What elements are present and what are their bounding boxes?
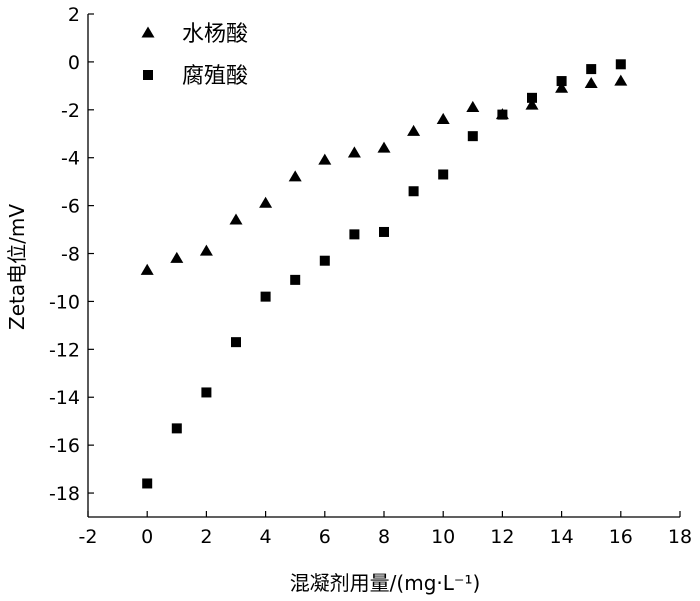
square-point bbox=[260, 291, 271, 302]
triangle-point bbox=[347, 146, 361, 158]
y-tick-label: -10 bbox=[49, 291, 80, 313]
triangle-point bbox=[199, 244, 213, 256]
square-point bbox=[319, 255, 330, 266]
square-point bbox=[408, 186, 419, 197]
square-point bbox=[290, 274, 301, 285]
triangle-point bbox=[436, 112, 450, 124]
y-ticks: 2 0 -2 -4 -6 -8 -10 -12 -14 -16 -18 bbox=[49, 4, 94, 505]
y-axis-title: Zeta电位/mV bbox=[5, 204, 29, 330]
x-tick-label: 10 bbox=[431, 526, 455, 548]
triangle-point bbox=[259, 196, 273, 208]
y-tick-label: -4 bbox=[61, 148, 80, 170]
square-point bbox=[586, 64, 597, 75]
x-tick-label: 6 bbox=[319, 526, 331, 548]
triangle-point bbox=[525, 98, 539, 110]
legend-marker-1 bbox=[141, 26, 155, 38]
triangle-point bbox=[170, 251, 184, 263]
y-tick-label: -8 bbox=[61, 244, 80, 266]
legend-label-1: 水杨酸 bbox=[182, 22, 248, 47]
y-tick-label: 2 bbox=[68, 4, 80, 26]
triangle-point bbox=[407, 124, 421, 136]
legend-label-2: 腐殖酸 bbox=[182, 64, 248, 89]
square-point bbox=[527, 92, 537, 103]
x-tick-label: 8 bbox=[378, 526, 390, 548]
triangle-point bbox=[288, 170, 302, 182]
square-point bbox=[497, 109, 508, 120]
x-tick-label: 14 bbox=[550, 526, 574, 548]
data-points bbox=[140, 59, 628, 489]
square-point bbox=[467, 131, 478, 142]
y-tick-label: -14 bbox=[49, 387, 80, 409]
y-tick-label: 0 bbox=[68, 52, 80, 74]
triangle-point bbox=[318, 153, 332, 165]
x-tick-label: -2 bbox=[79, 526, 98, 548]
x-tick-label: 12 bbox=[490, 526, 514, 548]
square-point bbox=[556, 76, 567, 87]
y-tick-label: -2 bbox=[61, 100, 80, 122]
x-tick-label: 18 bbox=[668, 526, 692, 548]
x-tick-label: 2 bbox=[200, 526, 212, 548]
square-point bbox=[615, 59, 626, 70]
triangle-point bbox=[584, 76, 598, 89]
square-point bbox=[201, 387, 212, 398]
y-tick-label: -6 bbox=[61, 196, 80, 218]
x-tick-label: 16 bbox=[609, 526, 633, 548]
square-point bbox=[349, 229, 360, 240]
triangle-point bbox=[140, 263, 154, 275]
triangle-point bbox=[555, 81, 569, 93]
square-point bbox=[379, 226, 389, 237]
x-tick-label: 4 bbox=[260, 526, 272, 548]
legend-marker-2 bbox=[143, 70, 153, 80]
triangle-point bbox=[614, 74, 628, 86]
y-tick-label: -16 bbox=[49, 435, 80, 457]
triangle-point bbox=[229, 213, 243, 225]
axes bbox=[87, 14, 680, 518]
series-2 bbox=[142, 59, 626, 489]
y-tick-label: -12 bbox=[49, 339, 80, 361]
triangle-point bbox=[466, 100, 480, 112]
x-tick-label: 0 bbox=[141, 526, 153, 548]
series-1 bbox=[140, 74, 628, 275]
square-point bbox=[231, 337, 241, 348]
square-point bbox=[438, 169, 449, 180]
square-point bbox=[142, 478, 153, 489]
x-ticks: -2 0 2 4 6 8 10 12 14 16 18 bbox=[79, 511, 692, 548]
square-point bbox=[171, 423, 182, 434]
triangle-point bbox=[377, 141, 391, 153]
x-axis-title: 混凝剂用量/(mg·L⁻¹) bbox=[290, 571, 481, 595]
y-tick-label: -18 bbox=[49, 483, 80, 505]
